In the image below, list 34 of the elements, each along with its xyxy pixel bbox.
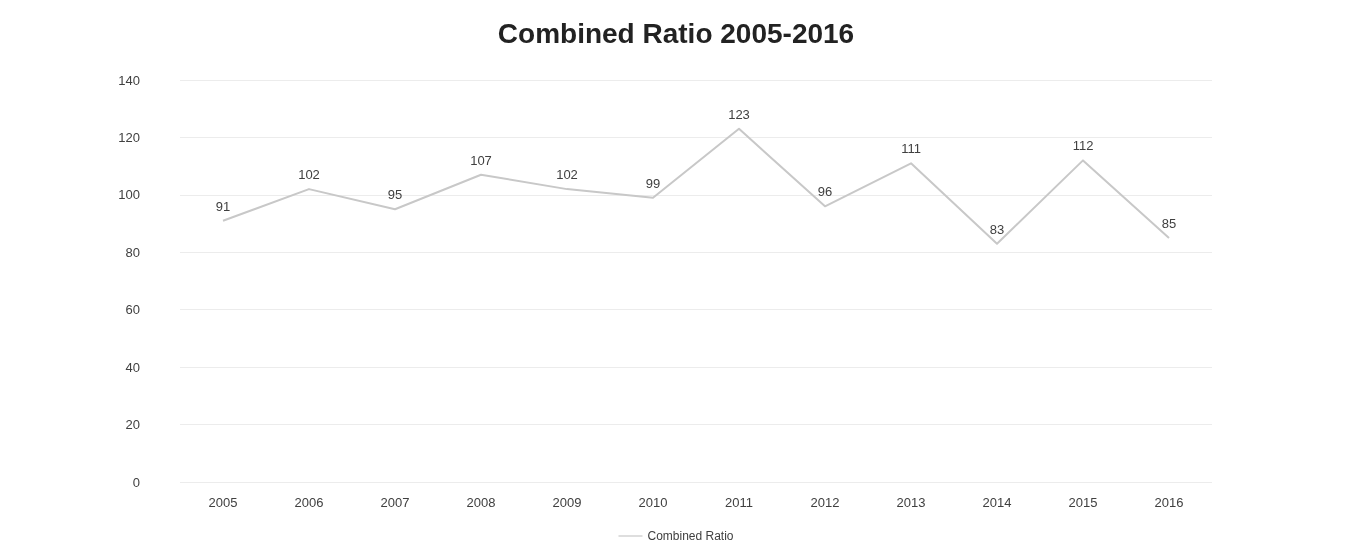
x-tick-label: 2011 — [725, 495, 753, 510]
data-label: 111 — [901, 141, 921, 157]
data-label: 107 — [470, 152, 492, 168]
x-tick-label: 2015 — [1068, 495, 1098, 510]
data-label: 112 — [1072, 138, 1094, 154]
legend-label: Combined Ratio — [647, 529, 734, 543]
x-tick-label: 2010 — [638, 495, 668, 510]
y-tick-label: 0 — [132, 474, 140, 490]
y-tick-label: 60 — [125, 302, 140, 318]
x-tick-label: 2012 — [810, 495, 840, 510]
x-tick-label: 2008 — [466, 495, 496, 510]
data-label: 102 — [298, 167, 320, 183]
y-tick-label: 40 — [125, 359, 140, 375]
data-label: 83 — [989, 221, 1005, 237]
data-label: 102 — [556, 167, 578, 183]
x-tick-label: 2009 — [552, 495, 582, 510]
data-label: 123 — [728, 106, 750, 122]
x-tick-label: 2013 — [896, 495, 926, 510]
y-tick-label: 80 — [125, 244, 140, 260]
data-label: 99 — [645, 175, 661, 191]
data-label: 95 — [387, 187, 403, 203]
y-tick-label: 100 — [118, 187, 140, 203]
x-tick-label: 2016 — [1154, 495, 1184, 510]
y-tick-label: 120 — [118, 129, 140, 145]
x-tick-label: 2005 — [208, 495, 238, 510]
data-label: 91 — [215, 198, 231, 214]
y-tick-label: 140 — [118, 72, 140, 88]
chart-title: Combined Ratio 2005-2016 — [497, 17, 855, 49]
data-label: 96 — [817, 184, 833, 200]
x-tick-label: 2007 — [380, 495, 410, 510]
x-tick-label: 2006 — [294, 495, 324, 510]
data-label: 85 — [1161, 215, 1177, 231]
y-tick-label: 20 — [125, 417, 140, 433]
x-tick-label: 2014 — [982, 495, 1012, 510]
